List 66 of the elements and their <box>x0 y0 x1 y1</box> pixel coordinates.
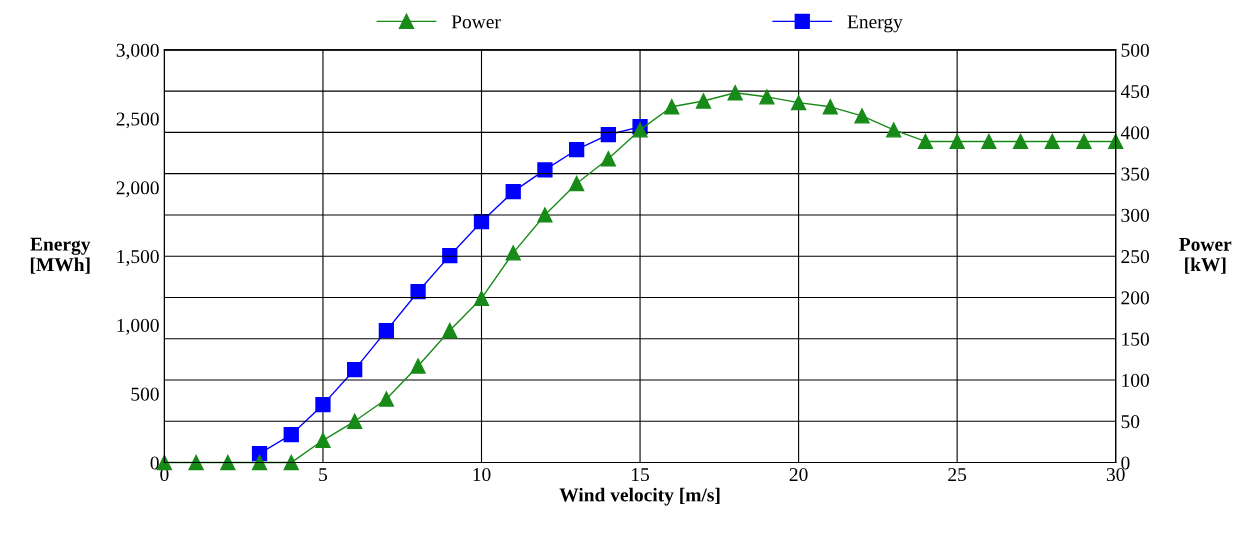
point <box>505 245 521 261</box>
point <box>442 322 458 339</box>
y2-tick-label: 50 <box>1121 415 1140 429</box>
point <box>727 85 743 101</box>
x-tick-label: 5 <box>319 468 328 482</box>
y2-tick-label: 450 <box>1120 84 1149 99</box>
point <box>1076 133 1092 150</box>
x-axis-title: Wind velocity [m/s] <box>559 487 720 506</box>
y-tick-label: 2,500 <box>116 112 159 129</box>
point <box>917 133 934 150</box>
point <box>600 127 616 143</box>
y-tick-label: 500 <box>131 387 159 401</box>
point <box>822 99 838 115</box>
y2-tick-label: 400 <box>1120 126 1149 140</box>
point <box>220 454 236 471</box>
point <box>410 284 426 300</box>
x-tick-label: 30 <box>1106 467 1125 482</box>
point <box>568 175 585 192</box>
y-axis-title: Energy [MWh] <box>30 237 91 274</box>
x-tick-label: 10 <box>473 467 491 482</box>
point <box>537 207 553 223</box>
point <box>315 432 331 448</box>
point <box>442 248 458 264</box>
point <box>378 322 395 339</box>
point <box>251 454 268 471</box>
y2-tick-label: 500 <box>1121 43 1149 57</box>
point <box>886 122 902 138</box>
y2-tick-label: 300 <box>1121 208 1149 222</box>
y2-tick-label: 250 <box>1121 250 1149 264</box>
point <box>473 290 490 306</box>
x-tick-label: 20 <box>789 467 808 482</box>
point <box>854 108 870 124</box>
x-tick-label: 25 <box>948 468 967 482</box>
point <box>664 99 680 115</box>
y2-axis-title: Power [kW] <box>1179 237 1232 274</box>
y-tick-label: 1,500 <box>117 250 159 266</box>
legend-label: Energy <box>847 15 903 33</box>
y2-tick-label: 100 <box>1122 373 1149 387</box>
point <box>537 162 553 178</box>
point <box>347 413 363 429</box>
point <box>188 454 204 471</box>
point <box>410 358 426 374</box>
point <box>759 89 775 105</box>
point <box>568 142 585 158</box>
y2-tick-label: 0 <box>1121 456 1130 470</box>
point <box>981 133 997 150</box>
y-tick-label: 3,000 <box>116 43 159 60</box>
y2-tick-label: 350 <box>1121 167 1149 181</box>
point <box>378 391 395 407</box>
y-tick-label: 0 <box>150 456 159 470</box>
point <box>1044 133 1060 150</box>
point <box>505 184 521 200</box>
point <box>949 133 965 150</box>
point <box>1012 133 1029 150</box>
y2-tick-label: 150 <box>1122 332 1149 346</box>
point <box>315 397 331 413</box>
point <box>283 427 299 443</box>
point <box>600 151 616 167</box>
x-tick-label: 15 <box>632 468 650 482</box>
y2-tick-label: 200 <box>1121 291 1149 305</box>
point <box>790 95 807 111</box>
legend-label: Power <box>451 15 501 29</box>
point <box>695 93 712 109</box>
y-tick-label: 2,000 <box>116 181 159 198</box>
y-tick-label: 1,000 <box>117 318 159 335</box>
point <box>347 361 363 378</box>
